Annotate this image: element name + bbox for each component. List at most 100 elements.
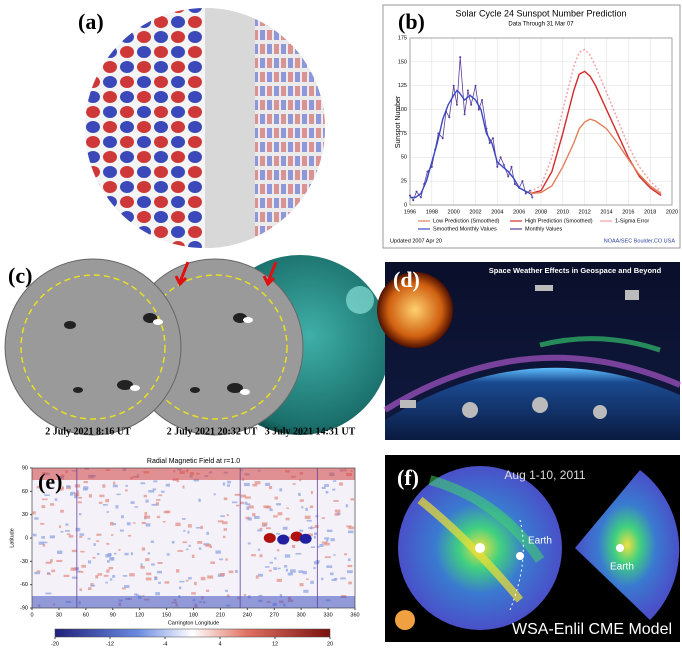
field-texture: [265, 527, 271, 530]
field-texture: [107, 552, 112, 557]
y-tick-label: 90: [22, 465, 28, 471]
field-texture: [112, 484, 118, 488]
field-texture: [83, 486, 89, 490]
field-texture: [302, 570, 307, 575]
field-texture: [134, 506, 139, 508]
field-texture: [142, 594, 145, 597]
field-texture: [217, 520, 224, 523]
y-tick-label: -30: [20, 559, 28, 565]
field-texture: [299, 529, 304, 532]
panel-e: Radial Magnetic Field at r=1.0 Latitude Ca…: [9, 458, 359, 648]
field-texture: [321, 517, 326, 519]
y-axis-label: Latitude: [9, 528, 15, 548]
field-texture: [334, 509, 341, 513]
field-texture: [164, 581, 170, 584]
field-texture: [79, 535, 83, 538]
field-texture: [79, 533, 85, 536]
field-texture: [284, 564, 288, 568]
field-texture: [175, 522, 181, 527]
field-texture: [93, 543, 96, 546]
y-tick-label: 175: [398, 35, 407, 41]
field-texture: [73, 495, 78, 499]
field-texture: [295, 552, 302, 555]
field-texture: [74, 484, 81, 488]
field-texture: [166, 553, 170, 556]
field-texture: [129, 573, 135, 577]
field-texture: [277, 512, 283, 516]
field-texture: [345, 504, 349, 508]
field-texture: [319, 543, 324, 547]
field-texture: [231, 501, 238, 504]
field-texture: [324, 484, 329, 487]
colorbar-tick-label: -20: [51, 641, 59, 647]
field-texture: [226, 484, 230, 487]
field-texture: [109, 521, 114, 526]
field-texture: [299, 499, 304, 502]
field-texture: [315, 515, 319, 518]
field-texture: [95, 575, 99, 579]
field-texture: [298, 570, 304, 574]
field-texture: [326, 565, 333, 568]
field-texture: [290, 569, 296, 573]
panel-label: (d): [393, 267, 420, 292]
earth-label: Earth: [610, 562, 634, 573]
field-texture: [222, 535, 226, 539]
field-texture: [288, 536, 293, 539]
monthly-point: [502, 163, 505, 166]
field-texture: [76, 490, 79, 493]
field-texture: [71, 576, 78, 579]
field-texture: [158, 581, 161, 584]
field-texture: [273, 515, 278, 518]
field-texture: [262, 522, 268, 526]
field-texture: [314, 532, 317, 536]
field-texture: [60, 509, 64, 513]
field-texture: [125, 484, 128, 487]
monthly-point: [455, 103, 458, 106]
legend-label: 1-Sigma Error: [615, 218, 649, 224]
harmonic-pattern-back: [255, 8, 325, 248]
field-texture: [307, 533, 313, 537]
field-texture: [140, 563, 143, 567]
monthly-point: [491, 137, 494, 140]
x-tick-label: 90: [110, 612, 116, 618]
field-texture: [133, 522, 136, 524]
chart-title: Solar Cycle 24 Sunspot Number Prediction: [455, 8, 626, 18]
monthly-point: [477, 108, 480, 111]
monthly-point: [481, 99, 484, 102]
field-texture: [119, 529, 124, 532]
field-texture: [325, 490, 329, 494]
field-texture: [344, 553, 348, 556]
field-texture: [243, 482, 250, 487]
field-texture: [154, 576, 158, 581]
field-texture: [348, 526, 355, 530]
field-texture: [347, 564, 353, 568]
field-texture: [153, 480, 158, 483]
field-texture: [197, 541, 203, 544]
field-texture: [209, 545, 212, 548]
field-texture: [176, 480, 180, 483]
field-texture: [162, 520, 166, 523]
field-texture: [82, 488, 87, 491]
field-texture: [56, 559, 63, 563]
panel-label: (e): [38, 469, 62, 494]
field-texture: [140, 566, 145, 569]
field-texture: [58, 525, 62, 529]
x-tick-label: 2006: [513, 209, 525, 215]
field-texture: [276, 503, 282, 506]
field-texture: [246, 506, 250, 510]
spacecraft: [400, 285, 639, 419]
monthly-point: [441, 137, 444, 140]
field-texture: [244, 496, 251, 499]
field-texture: [63, 574, 70, 578]
field-texture: [273, 567, 277, 571]
field-texture: [40, 522, 45, 525]
field-texture: [113, 552, 117, 555]
field-texture: [80, 550, 85, 553]
field-texture: [66, 485, 71, 488]
chart-subtitle: Data Through 31 Mar 07: [508, 22, 574, 28]
field-texture: [49, 535, 55, 539]
field-texture: [151, 503, 158, 506]
field-texture: [205, 543, 212, 547]
monthly-point: [488, 141, 491, 144]
field-texture: [87, 587, 92, 591]
